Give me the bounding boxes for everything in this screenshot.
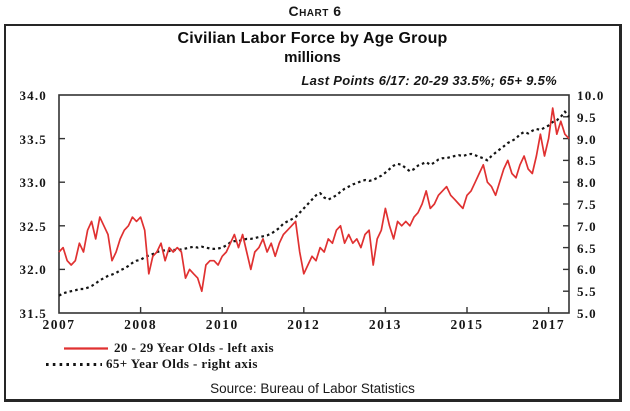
chart-number-heading: Chart 6 xyxy=(288,3,342,19)
right-axis-label: 7.0 xyxy=(577,218,597,234)
right-axis-label: 7.5 xyxy=(577,197,597,212)
chart-box: Civilian Labor Force by Age Group millio… xyxy=(4,24,622,402)
chart-subtitle: millions xyxy=(284,49,341,66)
x-axis-label: 2017 xyxy=(532,317,566,332)
legend-label-20-29: 20 - 29 Year Olds - left axis xyxy=(114,340,275,355)
legend-line-sample-65-plus xyxy=(46,363,102,366)
right-axis-label: 8.0 xyxy=(577,175,597,191)
last-points-annotation: Last Points 6/17: 20-29 33.5%; 65+ 9.5% xyxy=(301,73,557,88)
series-line-20-29 xyxy=(58,107,570,293)
right-axis-label: 6.5 xyxy=(577,240,597,256)
x-axis-label: 2008 xyxy=(124,317,158,332)
right-axis-label: 8.5 xyxy=(577,153,597,169)
left-axis-label: 34.0 xyxy=(19,88,47,103)
left-axis-label: 32.5 xyxy=(19,218,47,234)
right-axis-label: 5.5 xyxy=(577,284,597,300)
x-axis-label: 2010 xyxy=(205,317,239,332)
plot-area xyxy=(58,94,570,314)
right-axis-label: 9.5 xyxy=(577,109,597,125)
x-axis-label: 2012 xyxy=(287,317,321,332)
right-axis-label: 5.0 xyxy=(577,306,597,321)
right-axis-label: 6.0 xyxy=(577,262,597,278)
source-text: Source: Bureau of Labor Statistics xyxy=(210,381,415,396)
left-axis-label: 32.0 xyxy=(19,262,47,278)
x-axis-label: 2015 xyxy=(450,317,484,332)
legend-line-sample-20-29 xyxy=(64,347,108,350)
series-line-65-plus xyxy=(58,110,570,297)
chart-title: Civilian Labor Force by Age Group xyxy=(177,30,448,47)
plot-frame xyxy=(58,94,570,314)
right-axis-label: 9.0 xyxy=(577,131,597,147)
x-axis-label: 2013 xyxy=(368,317,402,332)
left-axis-label: 31.5 xyxy=(19,306,47,321)
right-axis-label: 10.0 xyxy=(577,88,605,103)
legend-label-65-plus: 65+ Year Olds - right axis xyxy=(106,356,258,371)
left-axis-label: 33.0 xyxy=(19,175,47,191)
x-axis-label: 2007 xyxy=(42,317,76,332)
left-axis-label: 33.5 xyxy=(19,131,47,147)
